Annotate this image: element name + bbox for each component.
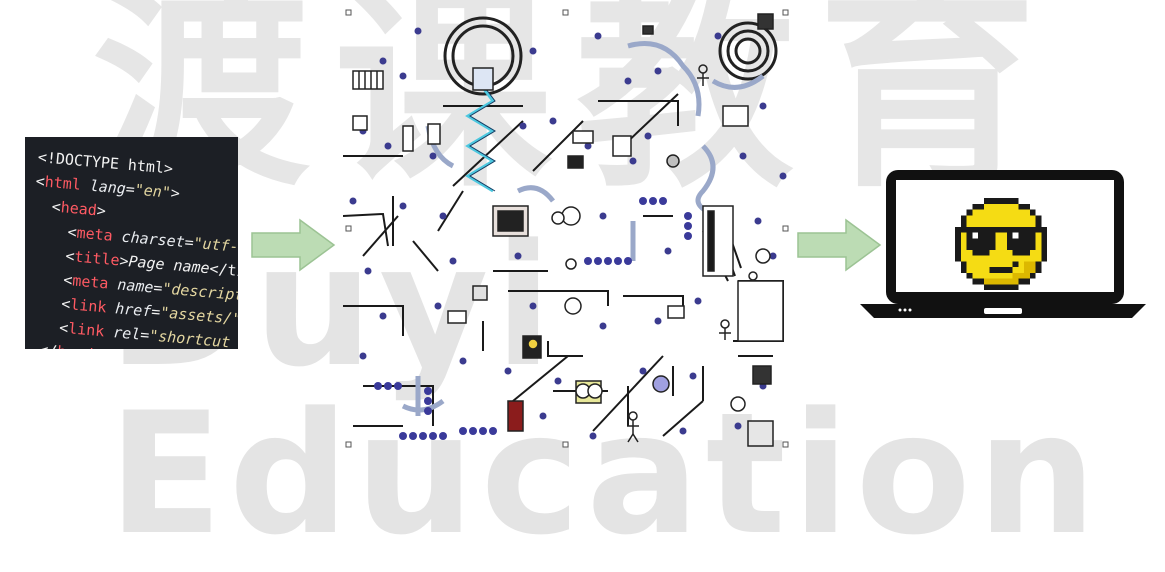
- code-token: "en": [134, 180, 172, 202]
- code-token: title: [73, 247, 121, 270]
- code-token: >: [95, 201, 107, 221]
- watermark-cjk: 渡课教育: [92, 0, 1060, 217]
- code-token: head: [59, 198, 98, 220]
- code-token: link: [67, 319, 106, 341]
- right-arrow-icon: [797, 218, 882, 272]
- code-token: rel: [103, 322, 142, 344]
- code-token: meta: [75, 223, 114, 245]
- code-token: </: [38, 341, 58, 349]
- code-token: meta: [71, 271, 110, 293]
- ui-components-collage: [343, 9, 789, 448]
- code-token: charset: [111, 226, 186, 252]
- left-arrow-icon: [251, 218, 336, 272]
- code-token: "utf-8": [192, 233, 238, 258]
- code-token: head: [56, 342, 94, 349]
- sunglasses-emoji-icon: [955, 198, 1047, 290]
- pipeline-illustration: 渡课教育 Duyi Education <!DOCTYPE html> <html…: [25, 0, 1146, 558]
- code-token: name: [107, 274, 155, 297]
- code-token: href: [105, 298, 153, 321]
- code-snippet-panel: <!DOCTYPE html> <html lang="en"> <head> <…: [25, 137, 238, 349]
- code-token: html: [44, 172, 82, 194]
- code-snippet: <!DOCTYPE html> <html lang="en"> <head> <…: [25, 145, 238, 349]
- code-token: >: [92, 346, 103, 349]
- code-token: "shortcut icon": [148, 326, 232, 349]
- code-token: link: [69, 295, 108, 317]
- code-token: lang: [80, 175, 127, 198]
- code-token: >: [170, 183, 181, 203]
